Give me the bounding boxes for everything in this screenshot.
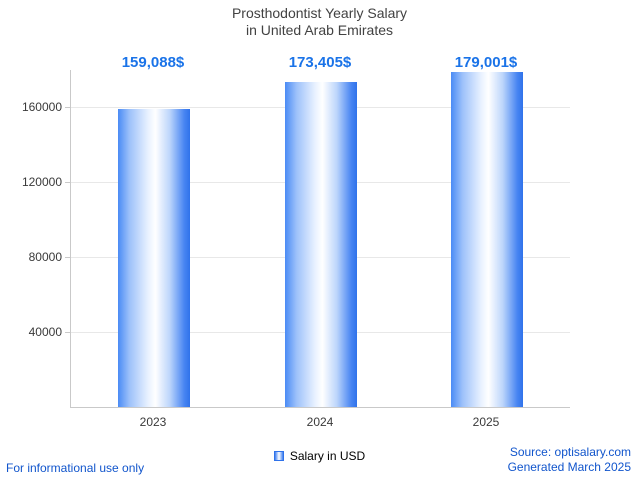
y-tick-label: 40000 [28, 325, 62, 339]
source-link[interactable]: Source: optisalary.com [509, 445, 631, 459]
legend-item[interactable]: Salary in USD [0, 449, 639, 463]
chart-title-line2: in United Arab Emirates [245, 22, 394, 38]
y-axis-tick [65, 257, 70, 258]
bar-value-label: 159,088$ [121, 54, 185, 71]
bar-2023[interactable] [118, 109, 190, 407]
bar-value-label: 173,405$ [288, 54, 352, 71]
chart-title: Prosthodontist Yearly Salary in United A… [0, 5, 639, 39]
y-tick-label: 80000 [28, 250, 62, 264]
y-axis-tick [65, 107, 70, 108]
y-axis-tick [65, 332, 70, 333]
y-tick-label: 120000 [21, 175, 62, 189]
x-axis-label: 2023 [139, 415, 167, 429]
disclaimer-text: For informational use only [6, 461, 145, 475]
generated-date: Generated March 2025 [507, 460, 631, 474]
x-axis-label: 2024 [306, 415, 334, 429]
y-tick-label: 160000 [21, 100, 62, 114]
bar-2024[interactable] [285, 82, 357, 407]
legend-label: Salary in USD [289, 449, 366, 463]
chart-title-line1: Prosthodontist Yearly Salary [231, 5, 408, 21]
bar-value-label: 179,001$ [454, 54, 518, 71]
plot-area [65, 70, 570, 408]
bar-2025[interactable] [451, 72, 523, 407]
y-axis-tick [65, 182, 70, 183]
x-axis-label: 2025 [472, 415, 500, 429]
source-info: Source: optisalary.com Generated March 2… [508, 445, 631, 475]
legend-swatch-icon [273, 451, 284, 461]
